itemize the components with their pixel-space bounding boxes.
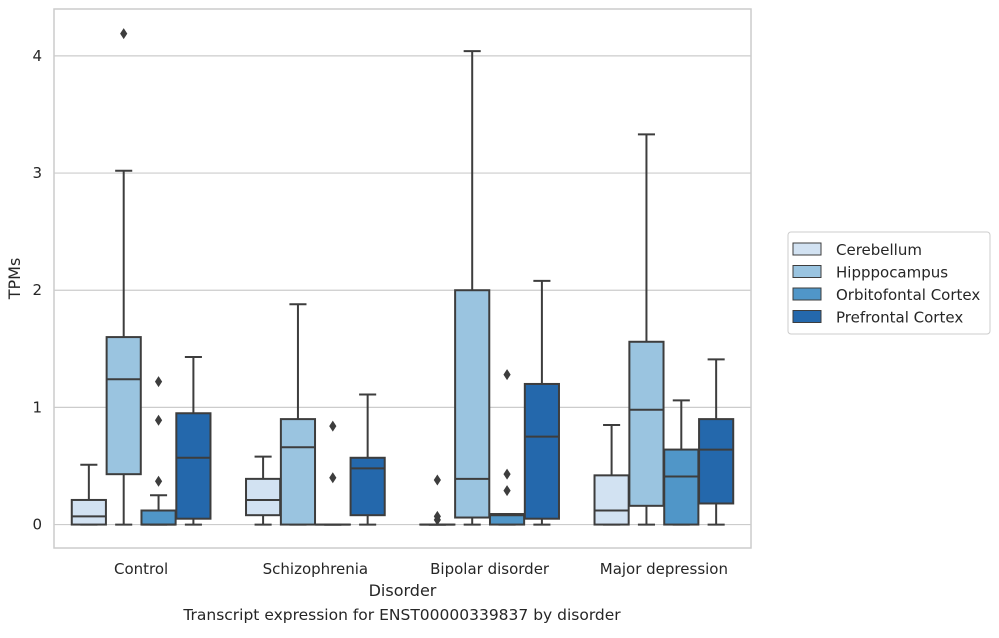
y-tick-label: 4 xyxy=(32,47,42,65)
iqr-box xyxy=(351,458,385,515)
legend-swatch xyxy=(793,243,821,255)
y-axis-label: TPMs xyxy=(5,258,24,301)
iqr-box xyxy=(699,419,733,503)
iqr-box xyxy=(246,479,280,515)
x-tick-label: Schizophrenia xyxy=(263,560,368,578)
legend: Cerebellum Hipppocampus Orbitofontal Corte… xyxy=(788,232,990,334)
chart-caption: Transcript expression for ENST0000033983… xyxy=(0,606,804,624)
x-axis-label: Disorder xyxy=(369,581,437,600)
iqr-box xyxy=(664,450,698,525)
iqr-box xyxy=(629,342,663,506)
iqr-box xyxy=(525,384,559,519)
iqr-box xyxy=(141,511,175,525)
iqr-box xyxy=(455,290,489,517)
legend-swatch xyxy=(793,311,821,323)
legend-label: Cerebellum xyxy=(836,241,922,259)
iqr-box xyxy=(72,500,106,525)
x-tick-label: Control xyxy=(114,560,168,578)
iqr-box xyxy=(107,337,141,474)
legend-swatch xyxy=(793,266,821,278)
legend-label: Prefrontal Cortex xyxy=(836,309,963,327)
y-tick-label: 0 xyxy=(32,516,42,534)
iqr-box xyxy=(176,413,210,518)
legend-label: Hipppocampus xyxy=(836,264,948,282)
x-tick-label: Bipolar disorder xyxy=(430,560,550,578)
iqr-box xyxy=(281,419,315,524)
y-tick-label: 1 xyxy=(32,398,42,416)
iqr-box xyxy=(595,475,629,524)
legend-swatch xyxy=(793,288,821,300)
x-tick-label: Major depression xyxy=(600,560,728,578)
y-tick-label: 3 xyxy=(32,164,42,182)
y-tick-label: 2 xyxy=(32,281,42,299)
legend-label: Orbitofontal Cortex xyxy=(836,286,980,304)
